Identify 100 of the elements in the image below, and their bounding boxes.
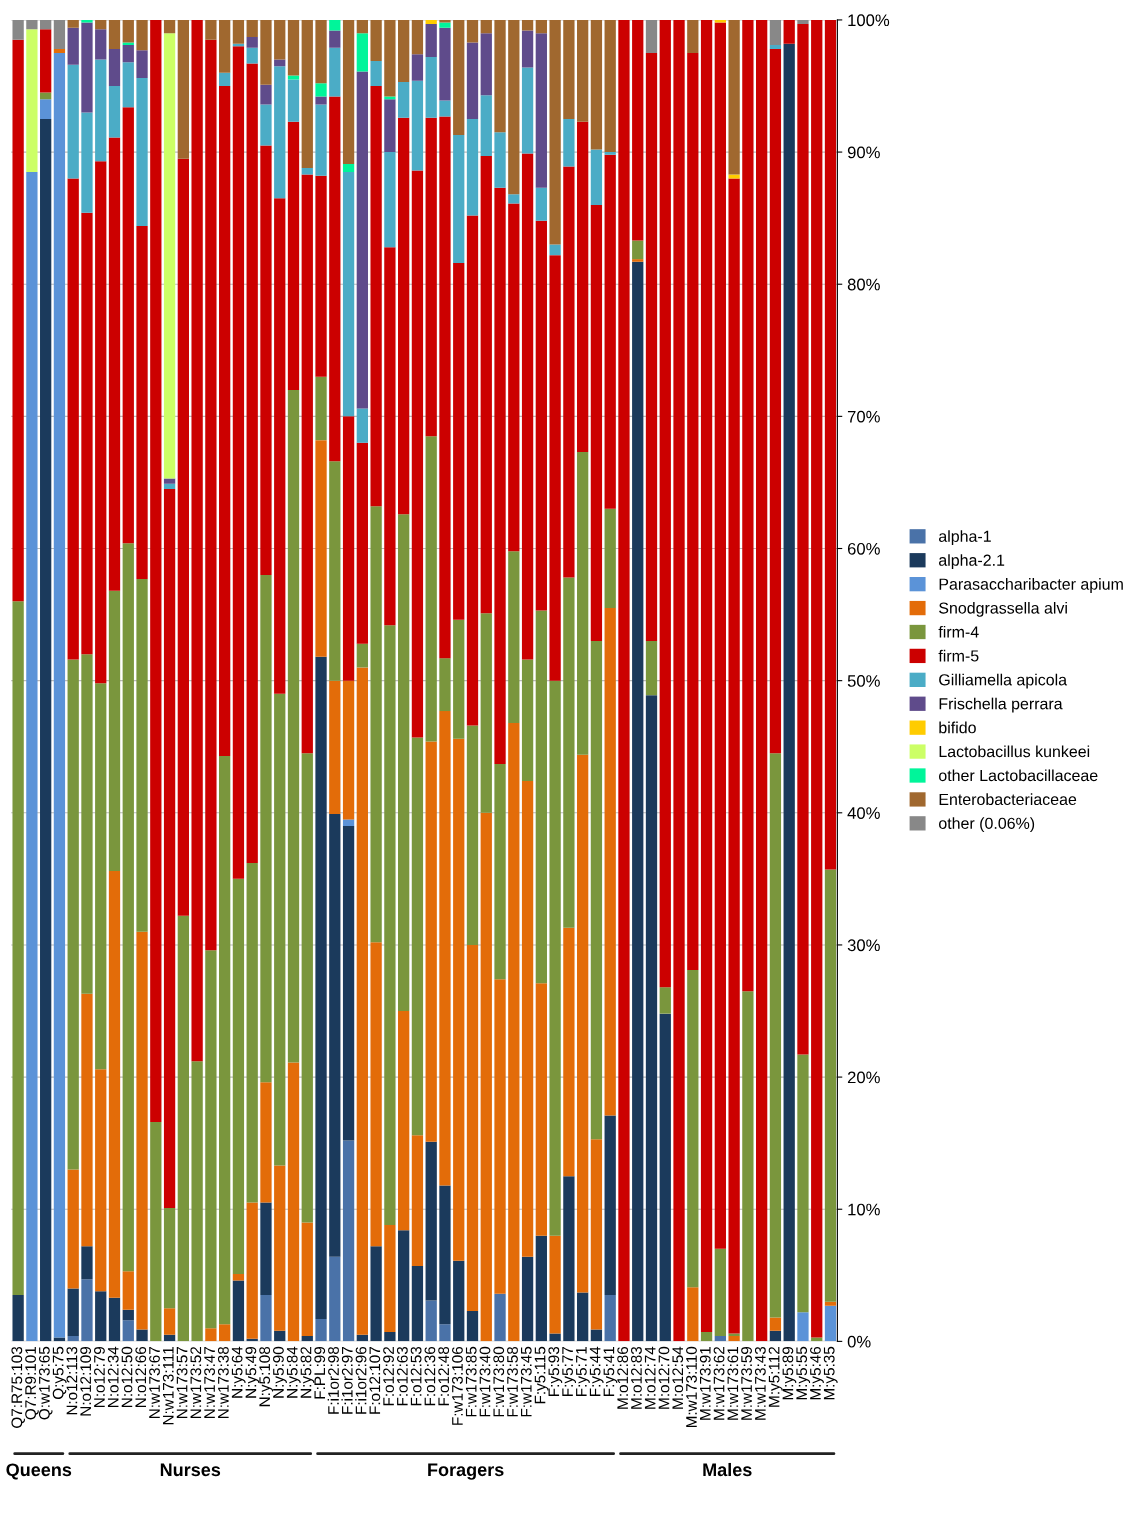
bar — [769, 753, 782, 1318]
bar — [521, 153, 534, 660]
x-tick-label: Q:y5:75 — [52, 1346, 67, 1400]
bar — [370, 942, 382, 1247]
x-tick-label: Q7:R9:101 — [25, 1346, 39, 1420]
bar — [315, 104, 327, 176]
bar — [163, 19, 176, 34]
bar — [398, 82, 410, 118]
x-tick-label: F:o12:63 — [396, 1346, 408, 1406]
bar — [590, 1329, 603, 1342]
x-tick-label: F:o12:36 — [424, 1346, 436, 1406]
bar — [577, 754, 589, 1293]
bar — [618, 19, 630, 1342]
x-tick-label: Q:w173:65 — [38, 1346, 53, 1420]
x-tick-label: N:w173:67 — [149, 1347, 160, 1419]
text: Nurses — [160, 1463, 221, 1477]
x-tick-label: M:o12:74 — [644, 1346, 656, 1409]
bar — [494, 19, 506, 133]
bar — [95, 19, 107, 30]
x-tick-label: F:i1or2:98 — [327, 1346, 339, 1414]
x-tick-label: M:w173:91 — [699, 1346, 711, 1420]
bar — [260, 145, 272, 575]
bar — [301, 174, 313, 754]
bar — [563, 927, 575, 1177]
bar — [205, 1328, 217, 1342]
bar — [246, 1202, 258, 1339]
x-tick-label: F:o12:53 — [410, 1346, 422, 1406]
bar — [191, 19, 203, 1062]
bar — [425, 56, 437, 118]
bar — [563, 166, 575, 578]
bar — [728, 174, 740, 179]
bar — [274, 198, 286, 694]
bar — [590, 19, 603, 150]
bar — [301, 1336, 313, 1342]
bar — [384, 625, 396, 1226]
x-tick-label: N:w173:111 — [162, 1346, 174, 1425]
bar — [549, 244, 561, 256]
bar — [136, 226, 148, 579]
bar — [163, 1308, 176, 1335]
bar — [480, 613, 492, 813]
bar — [274, 693, 286, 1166]
bar — [411, 1135, 424, 1267]
x-tick-label: N:y5:108 — [259, 1346, 274, 1407]
y-tick-label: 100% — [848, 14, 890, 27]
legend-label: other Lactobacillaceae — [939, 769, 1098, 782]
bar — [108, 870, 121, 1298]
bar — [342, 163, 355, 172]
bar — [824, 19, 837, 870]
bar — [246, 37, 258, 48]
x-tick-label: M:y5:89 — [782, 1346, 797, 1400]
bar — [232, 1273, 245, 1281]
x-tick-label: F:w173:58 — [507, 1346, 518, 1417]
bar — [687, 1287, 699, 1342]
legend-label: Enterobacteriaceae — [939, 793, 1077, 806]
bar — [342, 819, 355, 827]
bar — [136, 578, 148, 932]
bar — [398, 19, 410, 83]
bar — [535, 220, 547, 611]
bar — [108, 1297, 121, 1342]
bar — [604, 1295, 616, 1342]
bar — [246, 63, 258, 864]
x-tick-label: F:w173:85 — [465, 1346, 477, 1417]
x-tick-label: F:y5:77 — [562, 1347, 577, 1396]
bar — [756, 19, 768, 1342]
bar — [53, 19, 66, 49]
bar — [494, 187, 506, 764]
bar — [425, 23, 437, 57]
bar — [136, 1329, 148, 1342]
bar — [219, 1324, 231, 1342]
bar — [824, 869, 837, 1302]
legend-label: Lactobacillus kunkeei — [939, 745, 1090, 758]
bar — [466, 42, 479, 120]
bar — [453, 19, 465, 135]
bar — [163, 483, 176, 490]
bar — [315, 1318, 327, 1342]
bar — [480, 812, 492, 1342]
bar — [315, 440, 327, 657]
bar — [232, 1280, 245, 1342]
bar — [604, 152, 616, 155]
bar — [122, 1309, 134, 1321]
bar — [645, 641, 658, 696]
bar — [549, 680, 561, 1236]
bar — [356, 408, 368, 443]
bar — [177, 158, 189, 916]
bar — [40, 119, 52, 1342]
bar — [370, 86, 382, 507]
bar — [563, 1176, 575, 1342]
bar — [287, 19, 300, 76]
bar — [136, 19, 148, 51]
bar — [384, 1332, 396, 1342]
bar — [12, 601, 24, 1296]
bar — [81, 19, 93, 23]
bar — [26, 171, 38, 1342]
bar — [797, 19, 809, 24]
bar — [590, 1139, 603, 1330]
bar — [287, 79, 300, 122]
bar — [246, 863, 258, 1203]
legend-label: Gilliamella apicola — [939, 673, 1068, 689]
x-tick-label: M:y5:55 — [796, 1346, 811, 1400]
bar — [700, 1332, 713, 1342]
